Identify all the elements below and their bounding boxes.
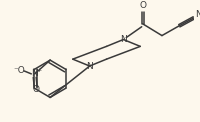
Text: O: O <box>138 1 145 10</box>
Text: N: N <box>31 69 38 78</box>
Text: +: + <box>36 68 41 73</box>
Text: N: N <box>194 10 200 19</box>
Text: N: N <box>119 35 126 44</box>
Text: O: O <box>32 85 39 94</box>
Text: ⁻O: ⁻O <box>13 66 25 75</box>
Text: N: N <box>86 61 93 71</box>
